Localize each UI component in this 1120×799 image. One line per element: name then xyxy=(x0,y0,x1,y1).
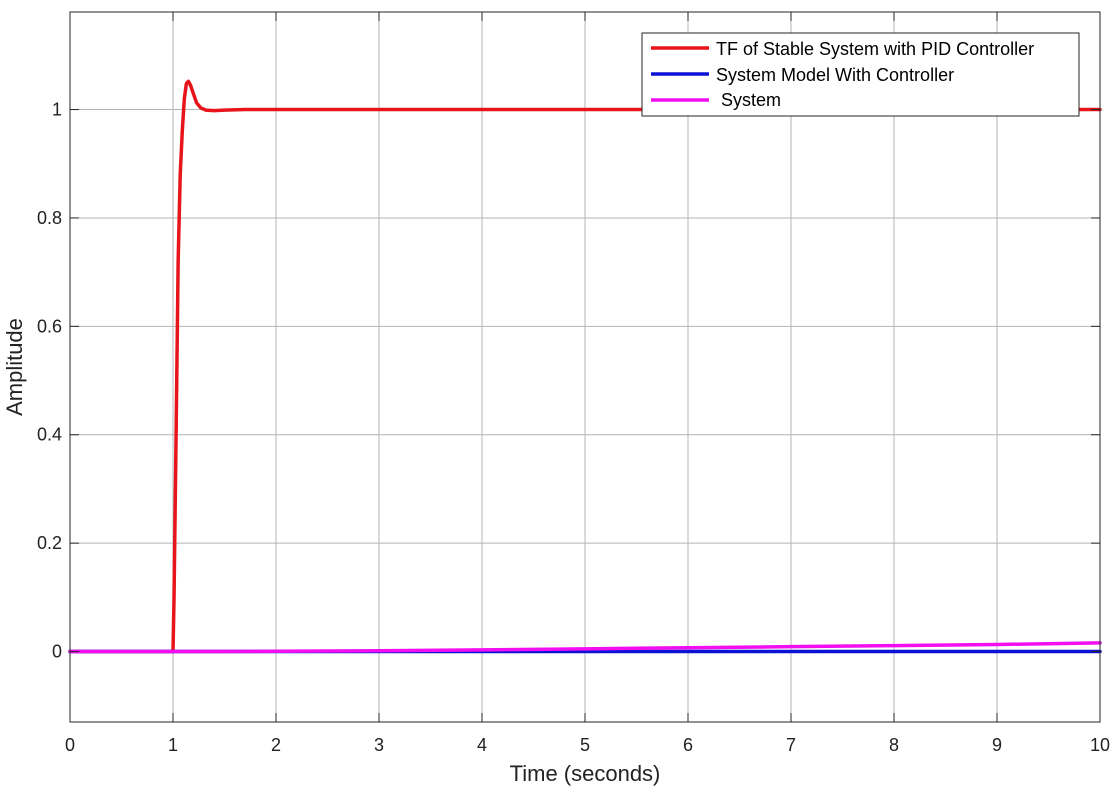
x-tick-label: 9 xyxy=(992,735,1002,755)
series-line-system xyxy=(68,641,1102,654)
legend-box xyxy=(641,32,1080,117)
legend-label-model: System Model With Controller xyxy=(716,65,954,85)
y-axis-label: Amplitude xyxy=(2,318,27,416)
y-tick-label: 0 xyxy=(52,642,62,662)
y-tick-label: 0.6 xyxy=(37,316,62,336)
x-tick-label: 0 xyxy=(65,735,75,755)
y-tick-label: 1 xyxy=(52,100,62,120)
x-axis-label: Time (seconds) xyxy=(510,761,661,786)
x-tick-label: 6 xyxy=(683,735,693,755)
x-tick-label: 2 xyxy=(271,735,281,755)
x-tick-label: 7 xyxy=(786,735,796,755)
y-tick-label: 0.8 xyxy=(37,208,62,228)
x-tick-label: 1 xyxy=(168,735,178,755)
x-tick-label: 5 xyxy=(580,735,590,755)
legend: TF of Stable System with PID Controller … xyxy=(641,32,1080,117)
x-tick-label: 10 xyxy=(1090,735,1110,755)
x-tick-labels: 0 1 2 3 4 5 6 7 8 9 10 xyxy=(65,735,1110,755)
legend-label-pid: TF of Stable System with PID Controller xyxy=(716,39,1034,59)
x-tick-label: 8 xyxy=(889,735,899,755)
x-tick-label: 3 xyxy=(374,735,384,755)
y-tick-label: 0.4 xyxy=(37,425,62,445)
y-tick-label: 0.2 xyxy=(37,533,62,553)
y-tick-labels: 0 0.2 0.4 0.6 0.8 1 xyxy=(37,100,62,662)
axis-ticks xyxy=(69,12,1101,722)
legend-label-system: System xyxy=(716,90,781,110)
x-tick-label: 4 xyxy=(477,735,487,755)
